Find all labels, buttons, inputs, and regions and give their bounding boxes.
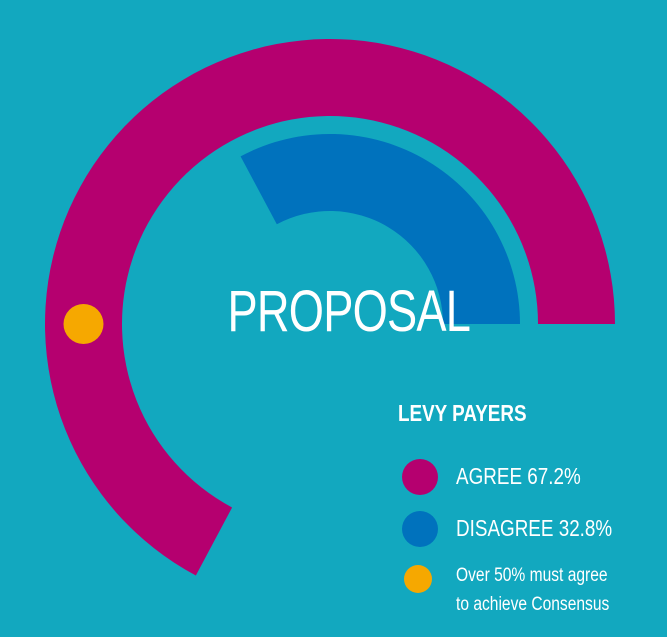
center-title: PROPOSAL — [227, 279, 471, 344]
legend-label-agree: AGREE 67.2% — [456, 463, 581, 489]
legend-item-agree: AGREE 67.2% — [398, 455, 667, 507]
disagree-swatch — [402, 511, 438, 547]
legend-note-line1: Over 50% must agree — [456, 565, 608, 586]
threshold-marker — [63, 304, 104, 344]
legend-note-line2: to achieve Consensus — [456, 594, 610, 615]
threshold-swatch — [404, 565, 432, 593]
bar-disagree — [240, 133, 520, 324]
legend: LEVY PAYERS AGREE 67.2% DISAGREE 32.8% O… — [398, 400, 667, 623]
legend-label-disagree: DISAGREE 32.8% — [456, 515, 613, 541]
legend-title: LEVY PAYERS — [398, 400, 527, 426]
legend-item-disagree: DISAGREE 32.8% — [398, 507, 667, 559]
legend-note: Over 50% must agree to achieve Consensus — [456, 561, 609, 619]
agree-swatch — [402, 459, 438, 495]
legend-item-threshold: Over 50% must agree to achieve Consensus — [398, 559, 667, 623]
